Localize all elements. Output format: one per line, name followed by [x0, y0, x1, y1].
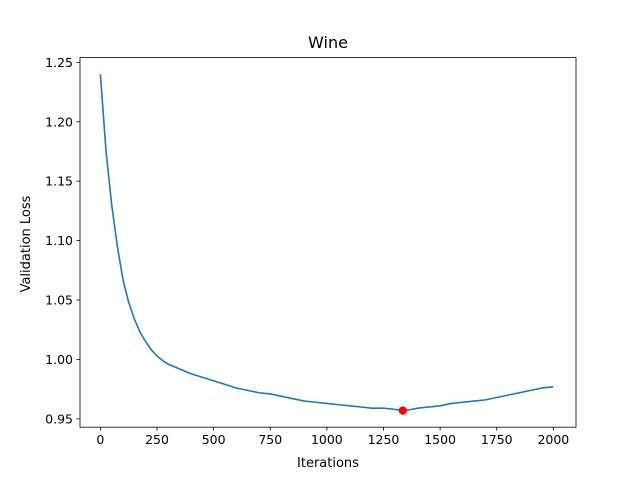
- x-tick-label: 750: [258, 432, 282, 447]
- y-tick-label: 1.15: [45, 174, 73, 189]
- x-tick-label: 0: [96, 432, 104, 447]
- x-tick-label: 500: [202, 432, 226, 447]
- y-tick-label: 1.10: [45, 233, 73, 248]
- y-tick-label: 1.25: [45, 55, 73, 70]
- x-tick-label: 1000: [311, 432, 343, 447]
- y-tick-label: 1.05: [45, 293, 73, 308]
- min-point-marker: [398, 406, 407, 415]
- chart-title: Wine: [308, 33, 348, 52]
- x-tick-label: 2000: [537, 432, 569, 447]
- x-tick-label: 1500: [424, 432, 456, 447]
- plot-frame: [79, 57, 577, 428]
- x-tick-label: 1750: [481, 432, 513, 447]
- y-tick-label: 0.95: [45, 411, 73, 426]
- y-axis-label: Validation Loss: [19, 195, 34, 292]
- x-axis-label: Iterations: [297, 456, 359, 471]
- x-tick-label: 1250: [368, 432, 400, 447]
- y-tick-label: 1.20: [45, 114, 73, 129]
- plot-area: 0 250 500 750 1000 1250 1500 1750 2000 0.95 1.00 1.…: [45, 55, 577, 447]
- y-tick-label: 1.00: [45, 352, 73, 367]
- x-tick-label: 250: [145, 432, 169, 447]
- series-line-0: [99, 74, 554, 412]
